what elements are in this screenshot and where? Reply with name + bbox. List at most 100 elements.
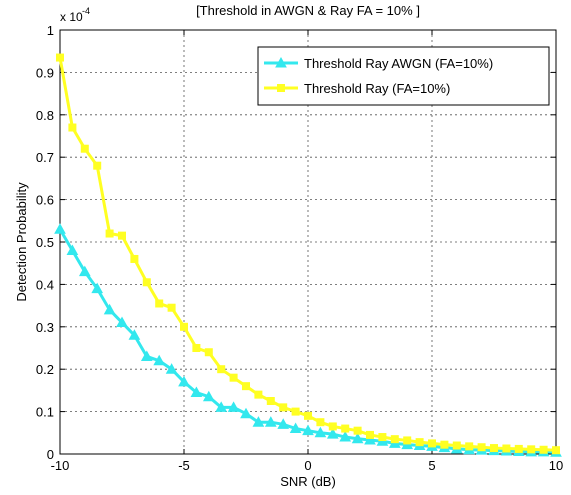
data-point bbox=[80, 144, 89, 153]
legend-label: Threshold Ray (FA=10%) bbox=[304, 81, 450, 96]
y-tick-label: 0.1 bbox=[36, 405, 54, 420]
data-point bbox=[403, 436, 412, 445]
data-point bbox=[227, 401, 240, 412]
data-point bbox=[477, 443, 486, 452]
data-point bbox=[266, 397, 275, 405]
data-point bbox=[180, 322, 188, 331]
data-point bbox=[390, 435, 399, 444]
data-point bbox=[341, 424, 350, 433]
data-point bbox=[155, 299, 164, 308]
data-point bbox=[254, 390, 263, 399]
data-point bbox=[242, 382, 250, 391]
data-point bbox=[351, 432, 364, 444]
chart-title: [Threshold in AWGN & Ray FA = 10% ] bbox=[196, 3, 420, 18]
data-point bbox=[192, 344, 201, 352]
data-point bbox=[314, 426, 327, 438]
y-tick-label: 0.4 bbox=[36, 277, 54, 292]
data-point bbox=[140, 350, 153, 361]
data-point bbox=[93, 161, 102, 170]
data-point bbox=[514, 444, 523, 453]
data-point bbox=[302, 424, 314, 436]
x-tick-label: 5 bbox=[428, 458, 435, 473]
legend-entry: Threshold Ray (FA=10%) bbox=[264, 81, 450, 96]
y-tick-label: 0.6 bbox=[36, 193, 54, 208]
data-point bbox=[202, 390, 215, 402]
y-tick-label: 0.8 bbox=[36, 108, 54, 123]
data-point bbox=[339, 431, 352, 442]
x-tick-label: -10 bbox=[51, 458, 70, 473]
data-point bbox=[552, 446, 560, 455]
y-axis-label: Detection Probability bbox=[14, 182, 29, 302]
series-layer bbox=[54, 53, 562, 457]
data-point bbox=[190, 386, 203, 398]
legend-swatch-marker bbox=[277, 84, 285, 92]
legend-swatch-marker bbox=[275, 56, 287, 68]
data-point bbox=[353, 426, 362, 435]
data-point bbox=[56, 53, 64, 62]
data-point bbox=[316, 418, 325, 427]
y-tick-label: 0.9 bbox=[36, 65, 54, 80]
x-tick-label: 0 bbox=[304, 458, 311, 473]
y-exponent-power: -4 bbox=[82, 6, 90, 16]
y-tick-label: 0.3 bbox=[36, 320, 54, 335]
data-point bbox=[428, 439, 436, 448]
y-tick-label: 0.5 bbox=[36, 235, 54, 250]
x-tick-label: 10 bbox=[549, 458, 563, 473]
data-point bbox=[130, 254, 139, 263]
data-point bbox=[91, 282, 104, 294]
legend-entries: Threshold Ray AWGN (FA=10%) Threshold Ray… bbox=[264, 56, 493, 96]
data-point bbox=[118, 231, 126, 240]
data-point bbox=[291, 407, 300, 416]
data-point bbox=[490, 444, 498, 453]
data-point bbox=[366, 430, 374, 439]
data-point bbox=[217, 365, 226, 374]
y-exponent-base: x 10 bbox=[60, 10, 83, 24]
axis-ticks: -10 -5 0 5 10 0 0.1 0.2 0.3 0.4 0.5 0.6 0.7 0.8 0.9 1 bbox=[36, 23, 563, 473]
data-point bbox=[364, 433, 376, 445]
y-tick-label: 0 bbox=[47, 447, 54, 462]
legend-box bbox=[257, 46, 550, 106]
data-point bbox=[527, 445, 536, 454]
legend-label: Threshold Ray AWGN (FA=10%) bbox=[304, 56, 493, 71]
data-point bbox=[440, 440, 449, 449]
data-point bbox=[105, 229, 114, 238]
data-point bbox=[142, 278, 151, 287]
data-point bbox=[240, 407, 252, 419]
data-point bbox=[378, 433, 387, 442]
x-tick-label: -5 bbox=[178, 458, 190, 473]
data-point bbox=[252, 416, 265, 427]
data-point bbox=[328, 422, 337, 431]
legend-entry: Threshold Ray AWGN (FA=10%) bbox=[264, 56, 493, 71]
data-point bbox=[66, 244, 79, 255]
data-point bbox=[264, 416, 277, 427]
legend: Threshold Ray AWGN (FA=10%) Threshold Ray… bbox=[257, 46, 550, 106]
data-point bbox=[116, 316, 128, 328]
data-point bbox=[204, 348, 213, 357]
data-point bbox=[326, 428, 339, 439]
data-point bbox=[279, 403, 288, 412]
data-point bbox=[103, 303, 116, 315]
data-point bbox=[229, 373, 238, 382]
data-point bbox=[289, 422, 302, 434]
y-tick-label: 1 bbox=[47, 23, 54, 38]
y-tick-label: 0.2 bbox=[36, 362, 54, 377]
data-point bbox=[68, 123, 77, 132]
data-point bbox=[452, 441, 461, 450]
y-tick-label: 0.7 bbox=[36, 150, 54, 165]
data-point bbox=[415, 438, 424, 447]
data-point bbox=[78, 265, 91, 277]
data-point bbox=[215, 401, 228, 412]
data-point bbox=[128, 329, 141, 340]
data-point bbox=[54, 223, 66, 234]
data-point bbox=[465, 442, 474, 451]
data-point bbox=[277, 418, 290, 429]
data-point bbox=[165, 363, 178, 374]
data-point bbox=[153, 354, 166, 366]
data-point bbox=[167, 303, 176, 312]
x-axis-label: SNR (dB) bbox=[280, 474, 336, 489]
series-2 bbox=[56, 53, 560, 455]
data-point bbox=[178, 375, 190, 387]
data-point bbox=[502, 444, 511, 453]
data-point bbox=[539, 445, 548, 454]
